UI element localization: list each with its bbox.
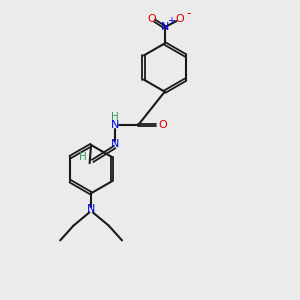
Text: -: - [186,7,190,20]
Text: +: + [167,16,175,26]
Text: H: H [111,112,119,122]
Text: N: N [160,22,169,32]
Text: O: O [176,14,184,24]
Text: N: N [110,120,119,130]
Text: N: N [87,205,95,214]
Text: O: O [147,14,156,24]
Text: O: O [158,120,167,130]
Text: H: H [79,152,87,162]
Text: N: N [110,139,119,149]
